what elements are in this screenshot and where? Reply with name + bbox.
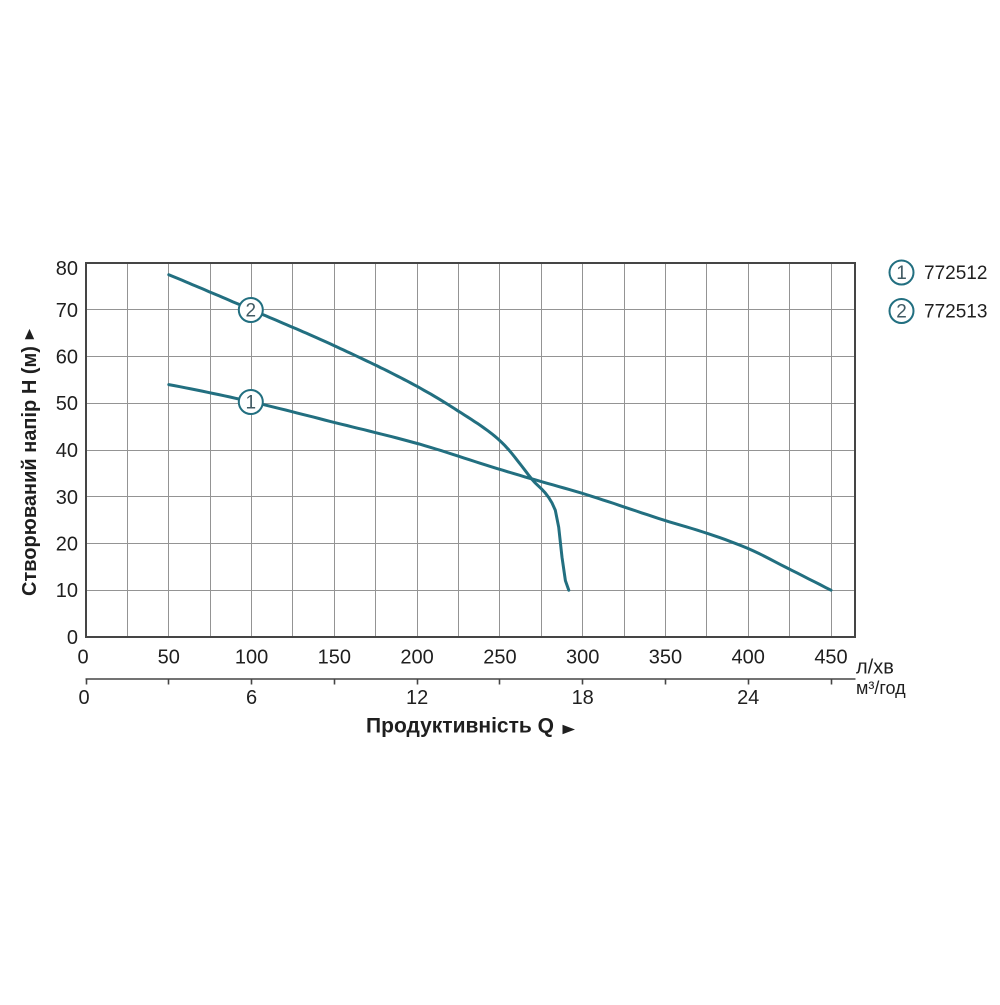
svg-text:30: 30 — [56, 487, 78, 509]
svg-text:50: 50 — [158, 647, 180, 669]
svg-text:50: 50 — [56, 393, 78, 415]
svg-text:Створюваний напір H (м): Створюваний напір H (м) — [19, 346, 41, 596]
svg-text:2: 2 — [246, 301, 257, 322]
svg-text:450: 450 — [814, 647, 847, 669]
svg-text:0: 0 — [78, 687, 89, 709]
svg-text:100: 100 — [235, 647, 268, 669]
svg-text:12: 12 — [406, 687, 428, 709]
svg-text:м³/год: м³/год — [856, 678, 906, 698]
svg-text:40: 40 — [56, 440, 78, 462]
svg-text:Продуктивність Q: Продуктивність Q — [366, 715, 554, 738]
svg-text:18: 18 — [572, 687, 594, 709]
svg-text:200: 200 — [400, 647, 433, 669]
svg-text:250: 250 — [483, 647, 516, 669]
svg-text:150: 150 — [318, 647, 351, 669]
svg-text:772512: 772512 — [924, 263, 987, 284]
svg-text:20: 20 — [56, 534, 78, 556]
svg-text:300: 300 — [566, 647, 599, 669]
svg-text:70: 70 — [56, 300, 78, 322]
svg-text:772513: 772513 — [924, 302, 987, 323]
svg-text:2: 2 — [896, 302, 907, 323]
svg-text:л/хв: л/хв — [856, 657, 894, 679]
svg-text:350: 350 — [649, 647, 682, 669]
svg-text:80: 80 — [56, 258, 78, 280]
svg-text:0: 0 — [77, 647, 88, 669]
svg-text:24: 24 — [737, 687, 759, 709]
svg-text:10: 10 — [56, 580, 78, 602]
svg-text:60: 60 — [56, 347, 78, 369]
svg-text:1: 1 — [896, 263, 907, 284]
svg-text:1: 1 — [246, 393, 257, 414]
svg-text:6: 6 — [246, 687, 257, 709]
svg-text:0: 0 — [67, 627, 78, 649]
svg-text:400: 400 — [732, 647, 765, 669]
